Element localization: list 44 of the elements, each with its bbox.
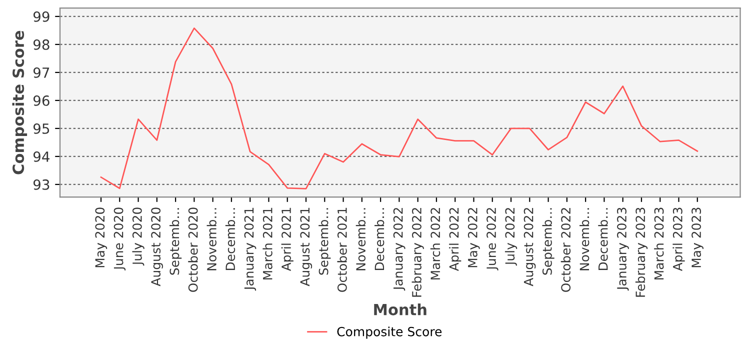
x-tick-label: March 2021 <box>262 208 272 280</box>
x-tick-label: August 2020 <box>151 208 163 286</box>
x-tick-label: October 2022 <box>560 208 571 292</box>
x-tick-label: February 2023 <box>635 208 648 297</box>
x-tick-label: January 2023 <box>617 208 629 291</box>
x-tick-label: January 2021 <box>244 208 256 291</box>
x-tick-label: Decemb… <box>598 208 608 270</box>
x-tick-label: May 2020 <box>95 208 108 268</box>
x-tick-label: April 2022 <box>449 208 462 272</box>
x-tick-label: May 2022 <box>468 208 480 268</box>
x-tick-label: March 2022 <box>430 208 440 280</box>
x-tick-label: Septemb… <box>318 208 331 275</box>
x-tick-label: August 2022 <box>524 208 536 286</box>
x-tick-label: February 2022 <box>412 208 424 297</box>
x-tick-label: Novemb… <box>580 208 590 270</box>
x-tick-label: October 2021 <box>337 208 347 292</box>
x-tick-label: Novemb… <box>356 208 366 270</box>
x-tick-label: April 2023 <box>672 208 685 272</box>
y-tick-label: 98 <box>33 39 50 50</box>
x-tick-label: Septemb… <box>170 208 182 275</box>
y-tick-label: 97 <box>33 67 50 78</box>
x-tick-label: March 2023 <box>654 208 664 280</box>
y-tick-label: 95 <box>33 123 50 134</box>
x-tick-label: October 2020 <box>188 208 198 292</box>
y-tick-label: 99 <box>33 11 50 22</box>
x-tick-label: May 2023 <box>692 208 704 268</box>
x-tick-label: Decemb… <box>225 208 236 270</box>
x-axis-title: Month <box>374 304 426 316</box>
x-tick-label: Septemb… <box>542 208 554 275</box>
x-tick-label: January 2022 <box>393 208 406 291</box>
legend-label: Composite Score <box>337 326 442 339</box>
x-tick-label: Novemb… <box>206 208 216 270</box>
x-tick-label: July 2020 <box>132 208 144 266</box>
y-tick-label: 94 <box>33 151 50 162</box>
x-tick-label: June 2020 <box>114 208 126 270</box>
x-tick-label: Decemb… <box>374 208 384 270</box>
y-tick-label: 96 <box>33 95 50 106</box>
x-tick-label: August 2021 <box>300 208 312 286</box>
y-axis-title: Composite Score <box>12 30 28 174</box>
x-tick-label: April 2021 <box>281 208 294 272</box>
x-tick-label: July 2022 <box>504 208 518 266</box>
line-series <box>100 28 698 190</box>
x-tick-label: June 2022 <box>486 208 498 270</box>
y-tick-label: 93 <box>33 179 50 190</box>
